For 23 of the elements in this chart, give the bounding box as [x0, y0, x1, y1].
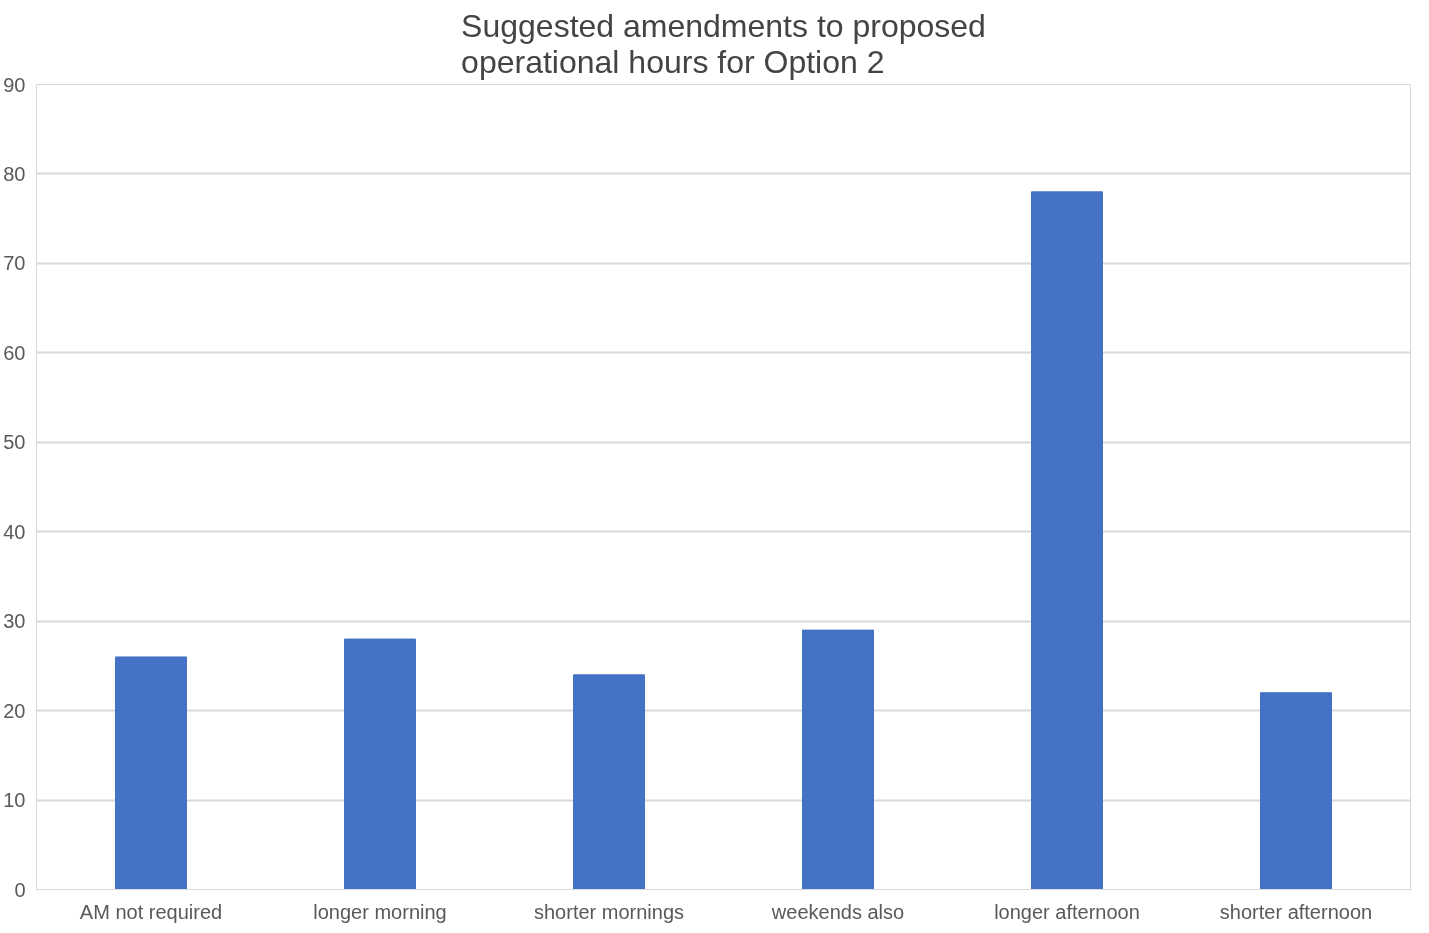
- y-tick-label: 60: [3, 341, 26, 364]
- x-tick-label: weekends also: [770, 900, 905, 923]
- chart-title: Suggested amendments to proposed operational hours for Option 2: [461, 7, 986, 80]
- y-tick-label: 10: [3, 789, 26, 812]
- x-tick-label: AM not required: [79, 900, 223, 923]
- x-tick-label: longer afternoon: [994, 900, 1140, 923]
- y-tick-label: 20: [3, 699, 26, 722]
- bar: [802, 629, 874, 890]
- x-tick-label: longer morning: [313, 900, 447, 923]
- y-tick-label: 50: [3, 431, 26, 454]
- bar: [344, 638, 416, 890]
- x-tick-label: shorter afternoon: [1219, 900, 1373, 923]
- y-tick-label: 40: [3, 520, 26, 543]
- y-tick-label: 90: [3, 73, 26, 96]
- bar: [1260, 692, 1332, 890]
- y-tick-label: 30: [3, 610, 26, 633]
- y-tick-label: 70: [3, 252, 26, 275]
- y-tick-label: 80: [3, 162, 26, 185]
- y-tick-label: 0: [14, 878, 26, 901]
- bar: [1031, 191, 1103, 890]
- bar: [115, 656, 187, 890]
- bar: [573, 674, 645, 890]
- x-tick-label: shorter mornings: [533, 900, 685, 923]
